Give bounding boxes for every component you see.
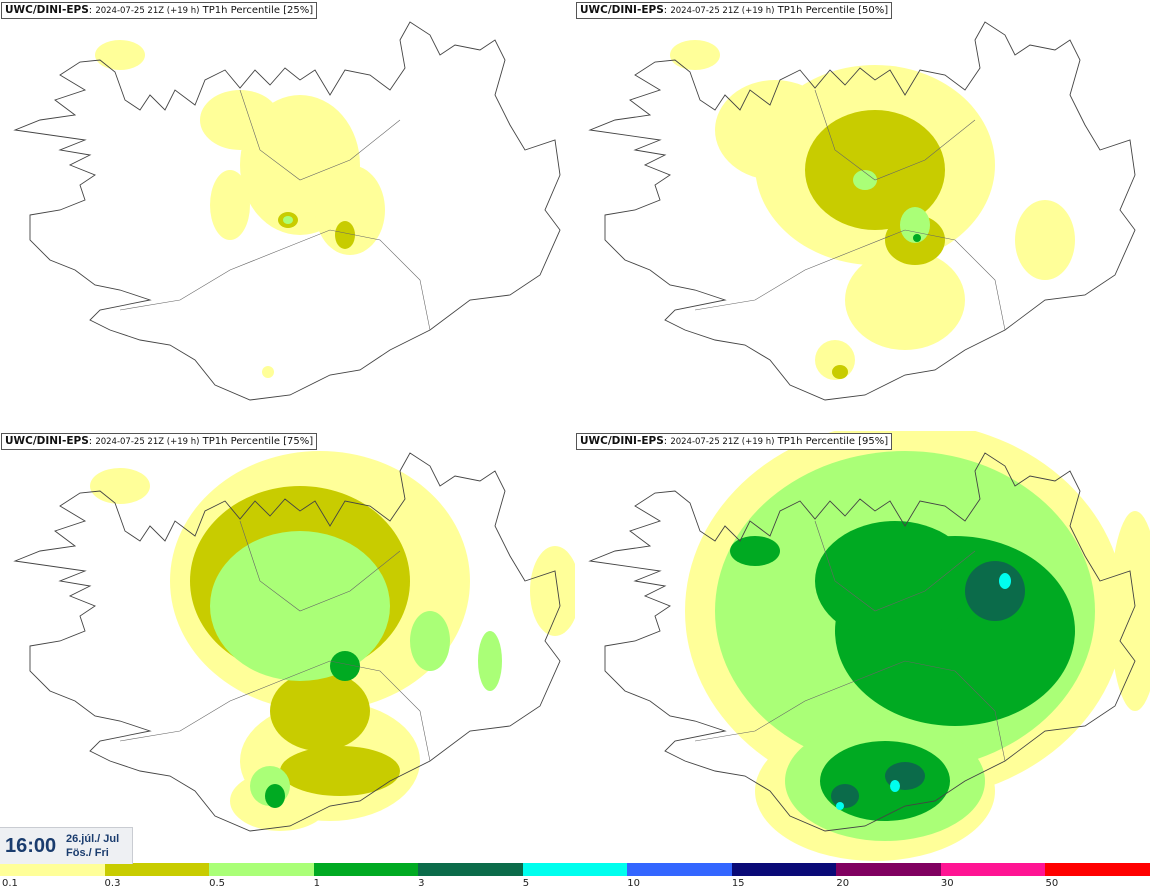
panel-title: UWC/DINI-EPS: 2024-07-25 21Z (+19 h) TP1…	[1, 433, 318, 450]
legend-swatch	[313, 863, 419, 876]
valid-date: 26.júl./ Jul Fös./ Fri	[66, 832, 119, 860]
model-name: UWC/DINI-EPS	[5, 4, 89, 16]
map-canvas	[14, 451, 575, 832]
legend-tick-label: 1	[313, 878, 320, 889]
map-panel-25: UWC/DINI-EPS: 2024-07-25 21Z (+19 h) TP1…	[0, 0, 575, 431]
valid-time: 16:00	[5, 835, 57, 857]
legend-tick-label: 0.3	[104, 878, 121, 889]
field-name: TP1h Percentile [50%]	[777, 5, 889, 16]
legend-swatch	[836, 863, 942, 876]
map-canvas	[14, 21, 561, 401]
valid-time-box: 16:00 26.júl./ Jul Fös./ Fri	[0, 827, 133, 864]
legend-swatch	[209, 863, 315, 876]
model-name: UWC/DINI-EPS	[580, 4, 664, 16]
legend-swatch	[940, 863, 1046, 876]
field-name: TP1h Percentile [25%]	[202, 5, 314, 16]
field-name: TP1h Percentile [75%]	[202, 436, 314, 447]
legend-tick-label: 20	[836, 878, 850, 889]
legend-tick-label: 50	[1045, 878, 1059, 889]
legend-tick-label: 10	[627, 878, 640, 889]
field-name: TP1h Percentile [95%]	[777, 436, 889, 447]
map-panel-50: UWC/DINI-EPS: 2024-07-25 21Z (+19 h) TP1…	[575, 0, 1150, 431]
legend-bar	[0, 863, 1150, 876]
legend-tick-label: 0.5	[209, 878, 225, 889]
init-time: 2024-07-25 21Z (+19 h)	[670, 437, 775, 447]
panel-title: UWC/DINI-EPS: 2024-07-25 21Z (+19 h) TP1…	[1, 2, 318, 19]
legend-swatch	[522, 863, 628, 876]
legend-tick-label: 3	[418, 878, 425, 889]
map-panel-75: UWC/DINI-EPS: 2024-07-25 21Z (+19 h) TP1…	[0, 431, 575, 862]
map-canvas	[589, 431, 1150, 861]
legend-swatch	[627, 863, 733, 876]
model-name: UWC/DINI-EPS	[5, 435, 89, 447]
map-panel-95: UWC/DINI-EPS: 2024-07-25 21Z (+19 h) TP1…	[575, 431, 1150, 862]
valid-date-line2: Fös./ Fri	[66, 847, 109, 859]
valid-date-line1: 26.júl./ Jul	[66, 833, 120, 845]
model-name: UWC/DINI-EPS	[580, 435, 664, 447]
legend-swatch	[104, 863, 210, 876]
panel-title: UWC/DINI-EPS: 2024-07-25 21Z (+19 h) TP1…	[576, 2, 893, 19]
legend-swatch	[0, 863, 106, 876]
legend-tick-label: 30	[940, 878, 954, 889]
color-legend: 0.1 0.3 0.5 1 3 5 10 15 20 30 50	[0, 863, 1150, 891]
panel-title: UWC/DINI-EPS: 2024-07-25 21Z (+19 h) TP1…	[576, 433, 893, 450]
legend-swatch	[1045, 863, 1150, 876]
legend-tick-label: 5	[522, 878, 530, 889]
legend-tick-label: 15	[731, 878, 745, 889]
init-time: 2024-07-25 21Z (+19 h)	[670, 6, 775, 16]
init-time: 2024-07-25 21Z (+19 h)	[95, 6, 200, 16]
legend-swatch	[731, 863, 837, 876]
map-canvas	[589, 21, 1136, 401]
legend-swatch	[418, 863, 524, 876]
legend-tick-label: 0.1	[2, 878, 18, 889]
init-time: 2024-07-25 21Z (+19 h)	[95, 437, 200, 447]
